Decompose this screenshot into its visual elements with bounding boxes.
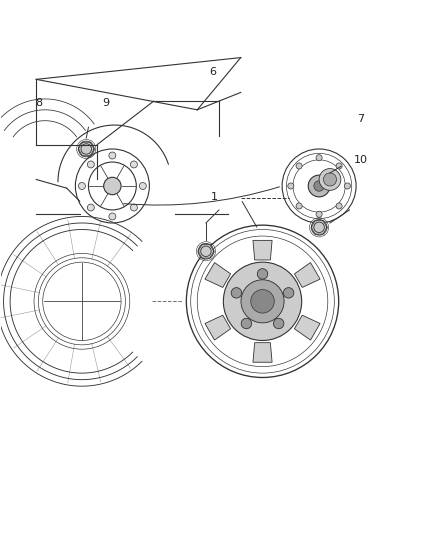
Circle shape xyxy=(131,161,138,168)
Circle shape xyxy=(336,203,342,209)
Text: 8: 8 xyxy=(35,98,42,108)
Circle shape xyxy=(223,262,302,341)
Circle shape xyxy=(283,288,294,298)
Circle shape xyxy=(231,288,242,298)
Polygon shape xyxy=(205,263,231,287)
Circle shape xyxy=(257,269,268,279)
Circle shape xyxy=(201,246,211,256)
Circle shape xyxy=(288,183,294,189)
Circle shape xyxy=(198,244,214,259)
Circle shape xyxy=(109,213,116,220)
Circle shape xyxy=(323,173,336,186)
Text: 7: 7 xyxy=(357,114,364,124)
Circle shape xyxy=(273,318,284,329)
Circle shape xyxy=(308,175,330,197)
Polygon shape xyxy=(294,315,320,340)
Circle shape xyxy=(314,181,324,191)
Circle shape xyxy=(296,163,302,169)
Text: 1: 1 xyxy=(211,192,218,202)
Circle shape xyxy=(311,220,327,235)
Circle shape xyxy=(78,182,85,189)
Polygon shape xyxy=(253,240,272,260)
Circle shape xyxy=(109,152,116,159)
Circle shape xyxy=(336,163,342,169)
Circle shape xyxy=(296,203,302,209)
Circle shape xyxy=(241,280,284,323)
Circle shape xyxy=(87,204,94,211)
Circle shape xyxy=(344,183,350,189)
Circle shape xyxy=(319,168,341,190)
Text: 10: 10 xyxy=(353,155,367,165)
Polygon shape xyxy=(205,315,231,340)
Polygon shape xyxy=(253,343,272,362)
Circle shape xyxy=(316,211,322,217)
Circle shape xyxy=(104,177,121,195)
Text: 6: 6 xyxy=(209,67,216,77)
Circle shape xyxy=(87,161,94,168)
Text: 9: 9 xyxy=(102,98,110,108)
Polygon shape xyxy=(294,263,320,287)
Circle shape xyxy=(81,144,92,154)
Circle shape xyxy=(314,222,324,232)
Circle shape xyxy=(316,155,322,161)
Circle shape xyxy=(139,182,146,189)
Circle shape xyxy=(241,318,251,329)
Circle shape xyxy=(131,204,138,211)
Circle shape xyxy=(78,141,94,157)
Circle shape xyxy=(251,289,274,313)
